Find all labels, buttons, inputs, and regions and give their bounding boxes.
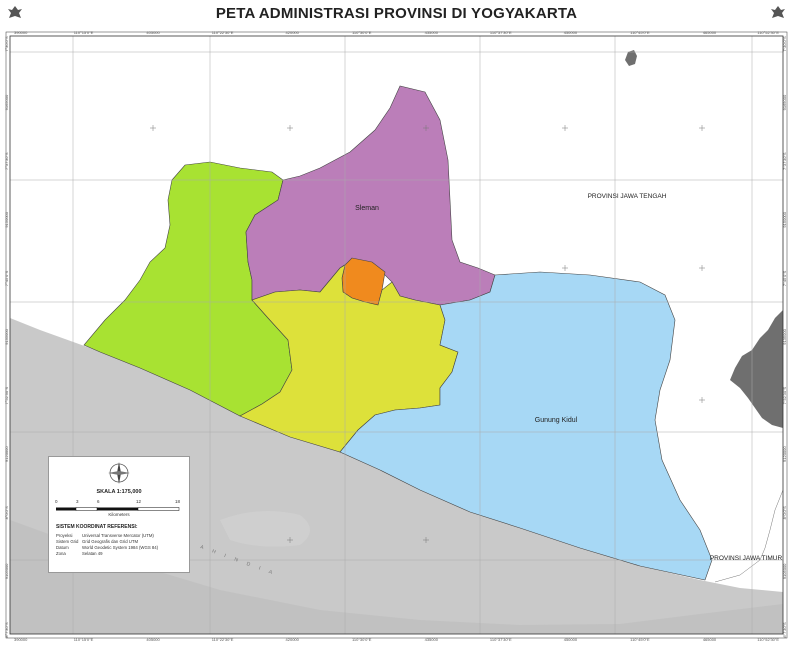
scale-number: 0 <box>55 499 58 504</box>
compass-rose-icon <box>108 462 130 484</box>
emblem-left-icon <box>8 6 22 18</box>
label-jawa-timur: PROVINSI JAWA TIMUR <box>710 555 783 562</box>
label-jawa-tengah: PROVINSI JAWA TENGAH <box>588 193 667 200</box>
tick-label: 7°37'30"S <box>4 152 9 170</box>
tick-label: 110°45'0"E <box>630 637 650 642</box>
graticule <box>10 36 783 634</box>
label-sleman: Sleman <box>355 205 379 212</box>
scale-unit: Kilometers <box>108 512 130 517</box>
tick-label: 110°52'30"E <box>757 637 779 642</box>
small-island <box>625 50 637 66</box>
coord-value: Grid Geografis dan Grid UTM <box>82 539 139 544</box>
coord-key: Zona <box>56 551 66 556</box>
emblem-right-icon <box>771 6 785 18</box>
province-boundary-east <box>714 489 784 583</box>
coord-system-title: SISTEM KOORDINAT REFERENSI: <box>56 524 138 530</box>
tick-label: 7°45'0"S <box>782 270 787 286</box>
tick-label: 9120000 <box>4 446 9 462</box>
coord-key: Proyeksi <box>56 533 73 538</box>
tick-label: 420000 <box>286 637 300 642</box>
tick-label: 110°37'30"E <box>490 30 512 35</box>
grid-crosses <box>150 125 705 543</box>
tick-label: 8°0'0"S <box>782 506 787 519</box>
tick-label: 405000 <box>146 637 160 642</box>
tick-label: 7°37'30"S <box>782 152 787 170</box>
tick-label: 435000 <box>425 30 439 35</box>
tick-label: 9105000 <box>782 563 787 579</box>
bottom-tick-labels: 390000 110°15'0"E 405000 110°22'30"E 420000 1… <box>14 637 779 642</box>
tick-label: 9165000 <box>782 94 787 110</box>
coord-key: Datum <box>56 545 69 550</box>
tick-label: 110°52'30"E <box>757 30 779 35</box>
tick-label: 110°37'30"E <box>490 637 512 642</box>
coord-row: Datum World Geodetic System 1984 (WGS 84) <box>56 545 158 550</box>
left-tick-labels: 7°30'0"S 9165000 7°37'30"S 9150000 7°45'0"S 9… <box>4 36 9 638</box>
coord-key: Sistem Grid <box>56 539 79 544</box>
tick-label: 9105000 <box>4 563 9 579</box>
map-title: PETA ADMINISTRASI PROVINSI DI YOGYAKARTA <box>215 5 578 22</box>
tick-label: 7°52'30"S <box>782 386 787 404</box>
tick-label: 9120000 <box>782 446 787 462</box>
tick-label: 110°30'0"E <box>352 30 372 35</box>
tick-label: 7°52'30"S <box>4 386 9 404</box>
tick-label: 7°30'0"S <box>4 36 9 52</box>
tick-label: 8°7'30"S <box>4 622 9 638</box>
tick-label: 450000 <box>564 637 578 642</box>
coord-row: Sistem Grid Grid Geografis dan Grid UTM <box>56 539 138 544</box>
tick-label: 465000 <box>703 30 717 35</box>
tick-label: 450000 <box>564 30 578 35</box>
tick-label: 8°7'30"S <box>782 622 787 638</box>
coord-value: Selatan 49 <box>82 551 103 556</box>
tick-label: 110°15'0"E <box>74 30 94 35</box>
tick-label: 9150000 <box>4 211 9 227</box>
scale-number: 12 <box>136 499 142 504</box>
tick-label: 435000 <box>425 637 439 642</box>
tick-label: 390000 <box>14 637 28 642</box>
scale-number: 18 <box>175 499 181 504</box>
tick-label: 110°22'30"E <box>212 30 234 35</box>
tick-label: 390000 <box>14 30 28 35</box>
scale-number: 6 <box>97 499 100 504</box>
coord-row: Proyeksi Universal Transverse Mercator (U… <box>56 533 154 538</box>
sea-shade-2 <box>220 511 310 547</box>
tick-label: 9150000 <box>782 211 787 227</box>
tick-label: 7°30'0"S <box>782 36 787 52</box>
tick-label: 8°0'0"S <box>4 506 9 519</box>
tick-label: 405000 <box>146 30 160 35</box>
tick-label: 420000 <box>286 30 300 35</box>
tick-label: 9165000 <box>4 94 9 110</box>
tick-label: 110°22'30"E <box>212 637 234 642</box>
coord-value: World Geodetic System 1984 (WGS 84) <box>82 545 159 550</box>
east-coast-shape <box>730 310 783 428</box>
scale-bar <box>56 507 180 511</box>
tick-label: 465000 <box>703 637 717 642</box>
tick-label: 7°45'0"S <box>4 270 9 286</box>
top-tick-labels: 390000 110°15'0"E 405000 110°22'30"E 420000 1… <box>14 30 779 35</box>
coord-value: Universal Transverse Mercator (UTM) <box>82 533 154 538</box>
tick-label: 9135000 <box>4 328 9 344</box>
sea-shade <box>10 520 783 634</box>
right-tick-labels: 7°30'0"S 9165000 7°37'30"S 9150000 7°45'0"S 9… <box>782 36 787 638</box>
tick-label: 110°45'0"E <box>630 30 650 35</box>
tick-label: 110°15'0"E <box>74 637 94 642</box>
coord-row: Zona Selatan 49 <box>56 551 103 556</box>
scale-number: 3 <box>76 499 79 504</box>
tick-label: 110°30'0"E <box>352 637 372 642</box>
legend-box: SKALA 1:175,000 0 3 6 12 18 Kilometers S… <box>48 456 190 573</box>
scale-title: SKALA 1:175,000 <box>96 489 142 495</box>
label-gunung-kidul: Gunung Kidul <box>535 417 578 424</box>
region-gunung-kidul <box>339 271 713 581</box>
tick-label: 9135000 <box>782 328 787 344</box>
